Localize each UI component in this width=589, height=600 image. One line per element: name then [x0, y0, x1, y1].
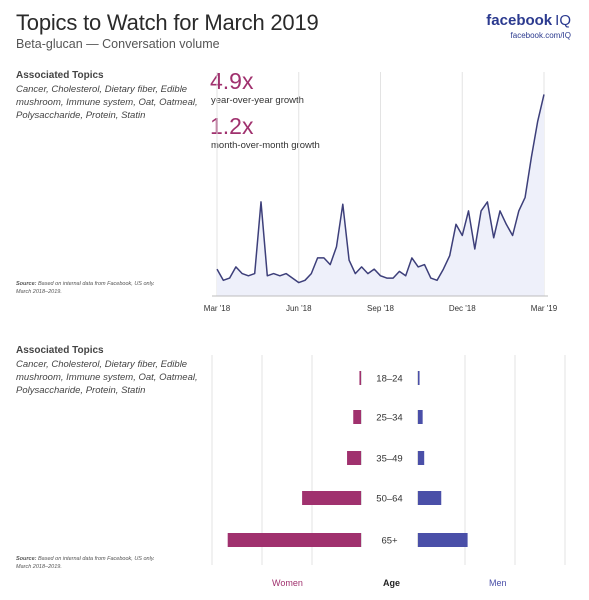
source-label: Source:	[16, 281, 37, 287]
women-axis-label: Women	[272, 578, 303, 588]
topics-list: Cancer, Cholesterol, Dietary fiber, Edib…	[16, 84, 198, 121]
source-note: Source: Based on internal data from Face…	[16, 280, 166, 296]
source-label-2: Source:	[16, 556, 37, 562]
source-text: Based on internal data from Facebook, US…	[16, 281, 155, 295]
women-bar	[302, 491, 361, 505]
women-bar	[359, 371, 361, 385]
brand-url: facebook.com/IQ	[510, 31, 571, 40]
conversation-volume-chart: Mar '18 Jun '18 Sep '18 Dec '18 Mar '19	[204, 72, 558, 313]
yoy-growth-label: year-over-year growth	[211, 95, 304, 106]
x-tick-label: Dec '18	[449, 304, 476, 313]
men-bar	[418, 491, 442, 505]
age-category-label: 25–34	[376, 413, 402, 424]
men-bar	[418, 410, 423, 424]
mom-growth-label: month-over-month growth	[211, 140, 320, 151]
brand-suffix: IQ	[555, 12, 571, 29]
brand-main: facebook	[486, 12, 553, 29]
x-tick-label: Mar '19	[531, 304, 558, 313]
brand-logo: facebook IQ	[486, 12, 571, 29]
age-axis-label: Age	[383, 578, 401, 588]
source-note-2: Source: Based on internal data from Face…	[16, 555, 166, 571]
source-text-2: Based on internal data from Facebook, US…	[16, 556, 155, 570]
men-bar	[418, 451, 425, 465]
topics-heading-2: Associated Topics	[16, 345, 104, 356]
age-category-label: 50–64	[376, 494, 402, 505]
women-bar	[353, 410, 361, 424]
topics-list-2: Cancer, Cholesterol, Dietary fiber, Edib…	[16, 359, 198, 396]
age-category-label: 18–24	[376, 374, 402, 385]
men-axis-label: Men	[489, 578, 507, 588]
x-tick-label: Mar '18	[204, 304, 231, 313]
volume-series-line	[216, 94, 545, 284]
x-tick-label: Jun '18	[286, 304, 312, 313]
men-bar	[418, 533, 468, 547]
volume-area	[217, 94, 544, 297]
women-bar	[227, 533, 361, 547]
age-category-label: 35–49	[376, 454, 402, 465]
x-tick-label: Sep '18	[367, 304, 394, 313]
page-subtitle: Beta-glucan — Conversation volume	[16, 37, 220, 51]
age-category-label: 65+	[381, 536, 398, 547]
page-title: Topics to Watch for March 2019	[16, 10, 319, 35]
women-bar	[347, 451, 361, 465]
men-bar	[418, 371, 420, 385]
topics-heading: Associated Topics	[16, 70, 104, 81]
